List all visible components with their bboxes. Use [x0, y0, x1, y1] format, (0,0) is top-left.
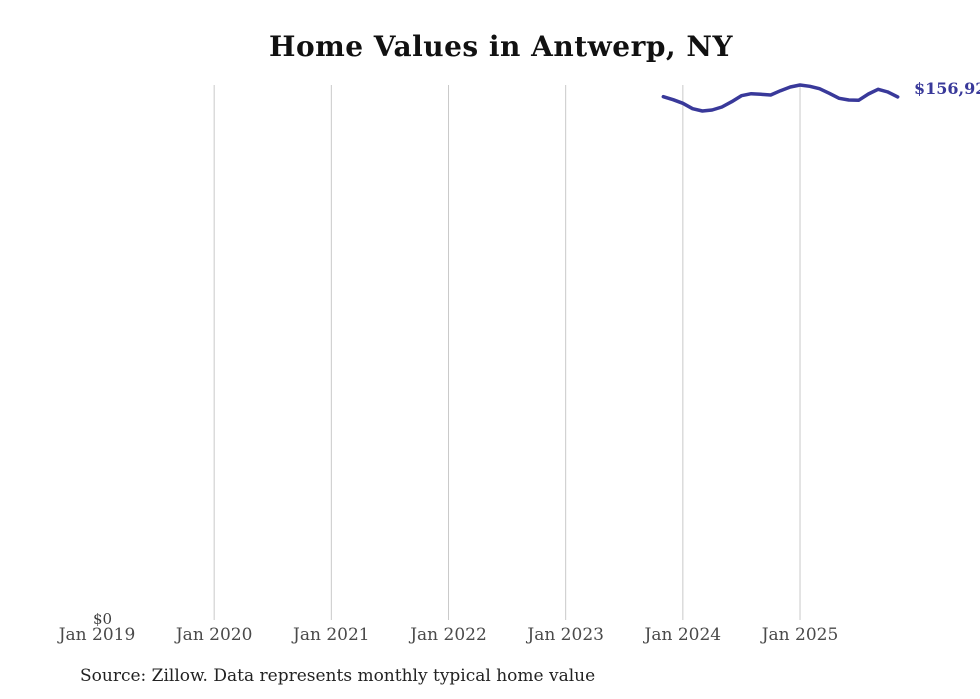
x-tick-label: Jan 2022 — [410, 625, 487, 645]
x-tick-label: Jan 2024 — [644, 625, 722, 645]
x-tick-label: Jan 2021 — [293, 625, 370, 645]
x-tick-label: Jan 2020 — [175, 625, 253, 645]
chart-title: Home Values in Antwerp, NY — [268, 30, 734, 63]
home-value-line — [661, 83, 900, 113]
latest-value-label: $156,922 — [914, 79, 980, 98]
x-tick-label: Jan 2023 — [527, 625, 604, 645]
x-tick-label: Jan 2019 — [58, 625, 136, 645]
x-tick-label: Jan 2025 — [761, 625, 839, 645]
y-axis-zero-label: $0 — [93, 610, 113, 628]
source-note: Source: Zillow. Data represents monthly … — [80, 666, 596, 686]
gridlines — [213, 85, 801, 620]
